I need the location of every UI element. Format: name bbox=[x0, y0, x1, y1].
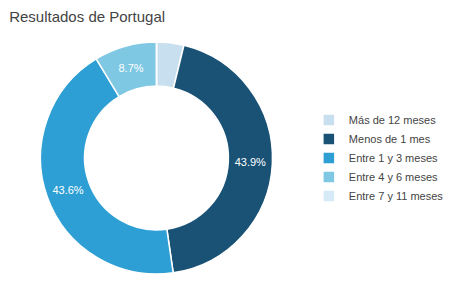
svg-text:43.6%: 43.6% bbox=[52, 184, 83, 196]
svg-text:Más de 12 meses: Más de 12 meses bbox=[349, 114, 436, 126]
svg-text:Entre 1 y 3 meses: Entre 1 y 3 meses bbox=[349, 152, 438, 164]
svg-text:8.7%: 8.7% bbox=[118, 62, 143, 74]
svg-text:Entre 4 y 6 meses: Entre 4 y 6 meses bbox=[349, 171, 438, 183]
svg-text:Resultados de Portugal: Resultados de Portugal bbox=[9, 8, 165, 25]
svg-text:Menos de 1 mes: Menos de 1 mes bbox=[349, 133, 431, 145]
svg-text:43.9%: 43.9% bbox=[235, 156, 266, 168]
svg-text:Entre 7 y 11 meses: Entre 7 y 11 meses bbox=[349, 190, 443, 202]
